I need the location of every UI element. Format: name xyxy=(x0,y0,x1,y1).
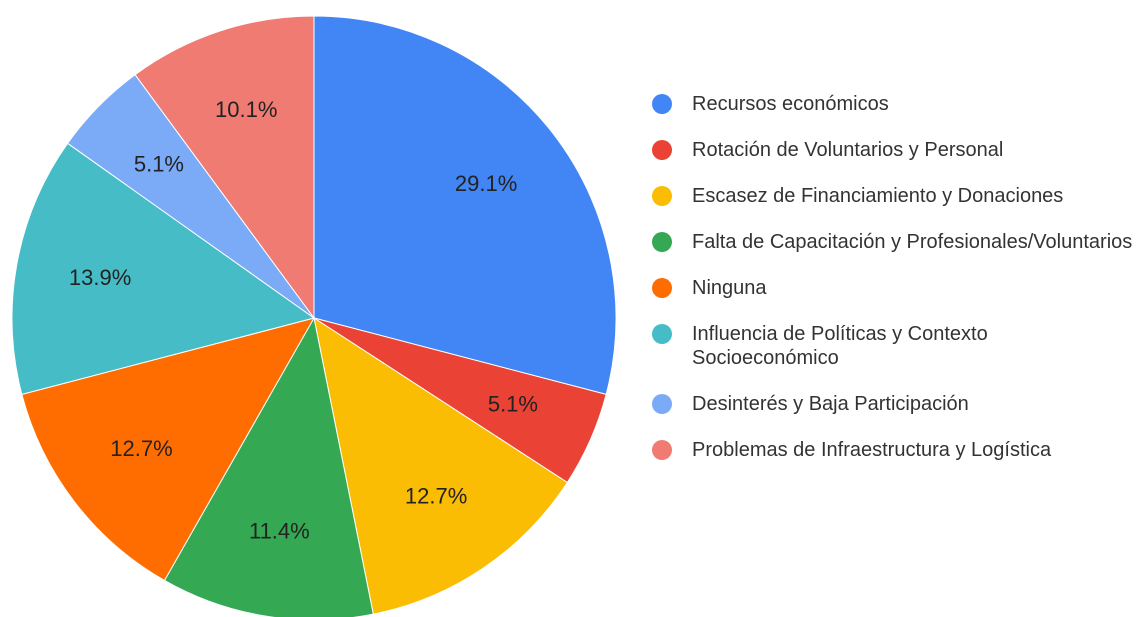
slice-label: 11.4% xyxy=(249,518,310,543)
pie-slice xyxy=(21,317,316,582)
legend-item: Desinterés y Baja Participación xyxy=(650,392,1135,416)
legend-item: Influencia de Políticas y Contexto Socio… xyxy=(650,322,1135,370)
legend-item: Ninguna xyxy=(650,276,1135,300)
slice-label: 12.7% xyxy=(110,436,172,461)
pie-slice xyxy=(134,15,315,320)
legend-item: Problemas de Infraestructura y Logística xyxy=(650,438,1135,462)
legend-swatch xyxy=(652,140,672,160)
legend-label: Rotación de Voluntarios y Personal xyxy=(692,139,1004,161)
legend-label: Desinterés y Baja Participación xyxy=(692,393,969,415)
legend-swatch xyxy=(652,278,672,298)
slice-label: 5.1% xyxy=(134,151,184,176)
pie-chart: 29.1% 5.1% 12.7% 11.4% 12.7% 13.9% 5.1% 10.1% xyxy=(11,15,617,617)
legend-label: Problemas de Infraestructura y Logística xyxy=(692,439,1052,461)
legend-label: Escasez de Financiamiento y Donaciones xyxy=(692,185,1064,207)
legend-item: Falta de Capacitación y Profesionales/Vo… xyxy=(650,230,1135,254)
legend: Recursos económicos Rotación de Voluntari… xyxy=(650,92,1135,462)
slice-label: 13.9% xyxy=(69,265,131,290)
legend-item: Rotación de Voluntarios y Personal xyxy=(650,138,1135,162)
slice-label: 5.1% xyxy=(488,392,538,417)
legend-label: Ninguna xyxy=(692,277,767,299)
pie-slice xyxy=(313,15,617,396)
legend-swatch xyxy=(652,394,672,414)
legend-swatch xyxy=(652,94,672,114)
legend-label: Recursos económicos xyxy=(692,93,889,115)
slice-label: 10.1% xyxy=(215,97,277,122)
legend-label: Influencia de Políticas y Contexto Socio… xyxy=(692,323,988,369)
legend-swatch xyxy=(652,324,672,344)
legend-swatch xyxy=(652,440,672,460)
legend-swatch xyxy=(652,186,672,206)
slice-label: 12.7% xyxy=(405,484,467,509)
slice-label: 29.1% xyxy=(455,171,517,196)
legend-swatch xyxy=(652,232,672,252)
legend-item: Recursos económicos xyxy=(650,92,1135,116)
pie-slice xyxy=(313,316,568,615)
pie-slice xyxy=(11,142,316,396)
legend-item: Escasez de Financiamiento y Donaciones xyxy=(650,184,1135,208)
legend-label: Falta de Capacitación y Profesionales/Vo… xyxy=(692,231,1133,253)
